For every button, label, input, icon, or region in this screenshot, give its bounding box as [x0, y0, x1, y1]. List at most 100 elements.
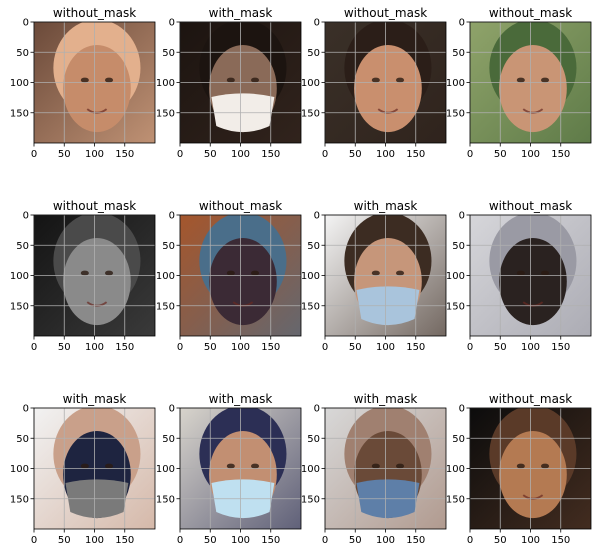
x-tick-label: 0 — [467, 342, 473, 353]
y-tick-label: 50 — [452, 241, 465, 252]
x-tick-label: 0 — [467, 535, 473, 546]
x-tick-label: 150 — [406, 342, 425, 353]
y-tick-label: 150 — [156, 494, 175, 505]
x-tick-label: 100 — [231, 535, 250, 546]
y-tick-label: 50 — [307, 48, 320, 59]
panel-title: without_mask — [489, 6, 572, 20]
x-tick-label: 150 — [551, 149, 570, 160]
y-tick-label: 150 — [301, 494, 320, 505]
panel-6: 0 50 100 150 0 50 100 150 without_mask — [156, 199, 302, 353]
panel-title: with_mask — [209, 392, 273, 406]
y-tick-label: 100 — [301, 78, 320, 89]
panel-title: with_mask — [354, 199, 418, 213]
x-tick-label: 150 — [406, 535, 425, 546]
y-tick-label: 50 — [162, 434, 175, 445]
y-tick-label: 100 — [156, 271, 175, 282]
x-tick-label: 100 — [85, 535, 104, 546]
y-tick-label: 50 — [16, 434, 29, 445]
y-tick-label: 0 — [314, 18, 320, 29]
x-tick-label: 0 — [467, 149, 473, 160]
y-tick-label: 0 — [23, 18, 29, 29]
x-tick-label: 150 — [261, 535, 280, 546]
x-tick-label: 100 — [231, 149, 250, 160]
x-tick-label: 100 — [376, 535, 395, 546]
x-tick-label: 50 — [58, 535, 71, 546]
x-tick-label: 100 — [85, 149, 104, 160]
x-tick-label: 0 — [322, 342, 328, 353]
y-tick-label: 100 — [446, 271, 465, 282]
x-tick-label: 50 — [204, 342, 217, 353]
y-tick-label: 0 — [169, 211, 175, 222]
x-tick-label: 50 — [204, 149, 217, 160]
panel-12: 0 50 100 150 0 50 100 150 without_mask — [446, 392, 592, 546]
y-tick-label: 0 — [314, 404, 320, 415]
y-tick-label: 50 — [162, 241, 175, 252]
x-tick-label: 150 — [261, 149, 280, 160]
x-tick-label: 150 — [115, 149, 134, 160]
x-tick-label: 0 — [177, 149, 183, 160]
panel-8: 0 50 100 150 0 50 100 150 without_mask — [446, 199, 592, 353]
x-tick-label: 150 — [551, 535, 570, 546]
panel-title: without_mask — [344, 6, 427, 20]
y-tick-label: 150 — [446, 108, 465, 119]
y-tick-label: 100 — [156, 78, 175, 89]
y-tick-label: 50 — [452, 434, 465, 445]
y-tick-label: 0 — [23, 211, 29, 222]
x-tick-label: 50 — [204, 535, 217, 546]
y-tick-label: 50 — [307, 241, 320, 252]
y-tick-label: 150 — [446, 494, 465, 505]
y-tick-label: 0 — [169, 18, 175, 29]
y-tick-label: 100 — [446, 78, 465, 89]
panel-4: 0 50 100 150 0 50 100 150 without_mask — [446, 6, 592, 160]
y-tick-label: 150 — [446, 301, 465, 312]
x-tick-label: 0 — [322, 149, 328, 160]
x-tick-label: 150 — [261, 342, 280, 353]
y-tick-label: 150 — [301, 301, 320, 312]
x-tick-label: 50 — [349, 149, 362, 160]
x-tick-label: 150 — [115, 342, 134, 353]
x-tick-label: 100 — [376, 342, 395, 353]
y-tick-label: 150 — [10, 301, 29, 312]
panel-title: with_mask — [209, 6, 273, 20]
panel-10: 0 50 100 150 0 50 100 150 with_mask — [156, 392, 302, 546]
panel-9: 0 50 100 150 0 50 100 150 with_mask — [10, 392, 156, 546]
y-tick-label: 0 — [459, 404, 465, 415]
y-tick-label: 50 — [16, 48, 29, 59]
y-tick-label: 150 — [10, 494, 29, 505]
y-tick-label: 0 — [459, 18, 465, 29]
y-tick-label: 0 — [459, 211, 465, 222]
x-tick-label: 50 — [349, 535, 362, 546]
x-tick-label: 100 — [521, 535, 540, 546]
x-tick-label: 100 — [85, 342, 104, 353]
panel-title: without_mask — [489, 392, 572, 406]
x-tick-label: 0 — [322, 535, 328, 546]
y-tick-label: 100 — [10, 78, 29, 89]
x-tick-label: 0 — [31, 535, 37, 546]
y-tick-label: 100 — [301, 271, 320, 282]
x-tick-label: 50 — [58, 342, 71, 353]
panel-title: without_mask — [53, 199, 136, 213]
x-tick-label: 150 — [406, 149, 425, 160]
y-tick-label: 150 — [10, 108, 29, 119]
panel-title: without_mask — [53, 6, 136, 20]
panel-7: 0 50 100 150 0 50 100 150 with_mask — [301, 199, 447, 353]
x-tick-label: 0 — [177, 535, 183, 546]
x-tick-label: 50 — [494, 149, 507, 160]
y-tick-label: 150 — [156, 301, 175, 312]
x-tick-label: 50 — [58, 149, 71, 160]
y-tick-label: 50 — [16, 241, 29, 252]
x-tick-label: 100 — [376, 149, 395, 160]
x-tick-label: 150 — [551, 342, 570, 353]
panel-title: with_mask — [63, 392, 127, 406]
panel-3: 0 50 100 150 0 50 100 150 without_mask — [301, 6, 447, 160]
x-tick-label: 0 — [177, 342, 183, 353]
x-tick-label: 100 — [231, 342, 250, 353]
y-tick-label: 50 — [307, 434, 320, 445]
panel-11: 0 50 100 150 0 50 100 150 with_mask — [301, 392, 447, 546]
y-tick-label: 100 — [10, 464, 29, 475]
panel-title: with_mask — [354, 392, 418, 406]
y-tick-label: 100 — [10, 271, 29, 282]
x-tick-label: 150 — [115, 535, 134, 546]
y-tick-label: 0 — [314, 211, 320, 222]
